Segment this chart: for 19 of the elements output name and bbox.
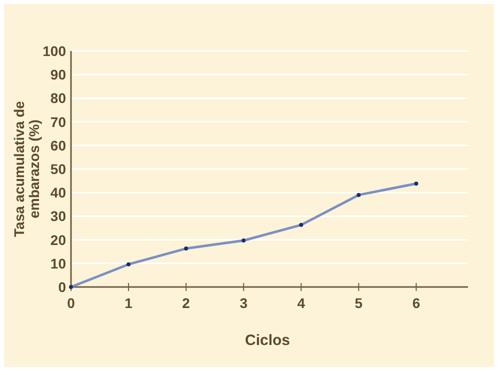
x-tick-label: 6	[412, 295, 420, 311]
x-tick-label: 5	[354, 295, 363, 311]
y-tick-label: 80	[50, 90, 66, 106]
x-tick-label: 2	[182, 295, 190, 311]
x-tick-label: 3	[240, 295, 248, 311]
y-tick-label: 100	[42, 43, 66, 59]
y-tick-label: 30	[50, 208, 66, 224]
y-tick-label: 10	[50, 255, 66, 272]
y-tick-label: 70	[50, 114, 66, 130]
y-tick-label: 60	[50, 137, 66, 154]
y-tick-label: 50	[50, 161, 66, 177]
y-tick-label: 0	[58, 279, 66, 295]
y-axis-title: Tasa acumulativa de embarazos (%)	[11, 100, 42, 237]
y-tick-label: 90	[50, 66, 66, 83]
y-tick-label: 20	[50, 232, 66, 248]
x-tick-label: 4	[297, 295, 306, 311]
y-tick-label: 40	[50, 184, 66, 201]
x-tick-label: 1	[124, 295, 133, 311]
x-axis-title: Ciclos	[244, 332, 290, 349]
